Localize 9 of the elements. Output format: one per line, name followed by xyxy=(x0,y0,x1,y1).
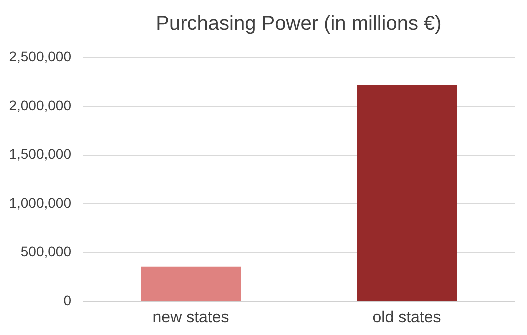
y-tick-label: 2,000,000 xyxy=(9,97,72,114)
y-tick-label: 2,500,000 xyxy=(9,48,72,64)
y-tick-label: 0 xyxy=(64,292,72,308)
chart-title: Purchasing Power (in millions €) xyxy=(156,13,442,35)
y-tick-label: 1,000,000 xyxy=(9,194,72,211)
y-tick-label: 1,500,000 xyxy=(9,146,72,162)
y-tick-label: 500,000 xyxy=(20,244,72,260)
x-tick-label: new states xyxy=(152,310,230,326)
x-tick-label: old states xyxy=(372,310,442,326)
